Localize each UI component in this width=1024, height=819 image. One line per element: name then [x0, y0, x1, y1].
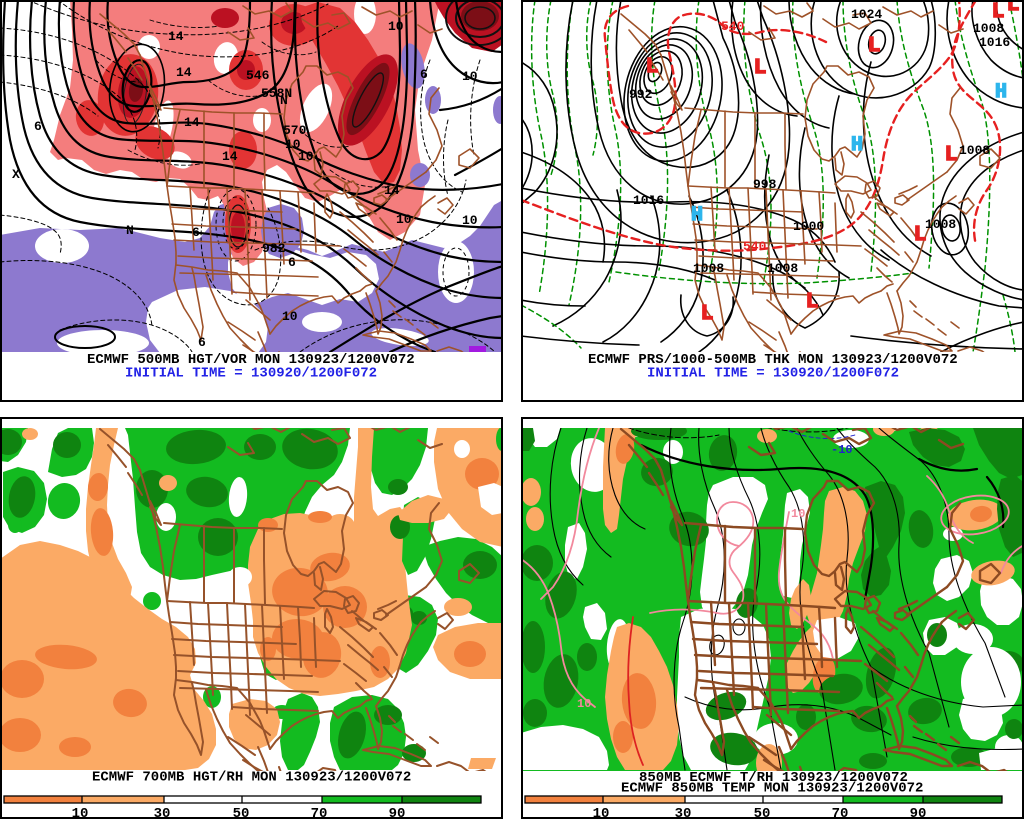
svg-text:14: 14	[384, 183, 400, 198]
svg-text:14: 14	[222, 149, 238, 164]
svg-text:50: 50	[233, 806, 250, 819]
svg-text:L: L	[701, 303, 714, 326]
svg-text:1008: 1008	[925, 217, 956, 232]
svg-text:ECMWF 700MB HGT/RH MON 130923/: ECMWF 700MB HGT/RH MON 130923/1200V072	[92, 770, 411, 786]
svg-text:10: 10	[282, 309, 298, 324]
svg-text:L: L	[868, 35, 881, 58]
svg-text:ECMWF 850MB TEMP MON 130923/12: ECMWF 850MB TEMP MON 130923/1200V072	[621, 781, 923, 797]
svg-text:540: 540	[721, 19, 745, 34]
svg-text:1016: 1016	[633, 193, 664, 208]
svg-text:70: 70	[311, 806, 328, 819]
svg-text:-10: -10	[831, 443, 853, 457]
svg-text:50: 50	[754, 806, 771, 819]
svg-text:10: 10	[462, 69, 478, 84]
svg-text:70: 70	[832, 806, 849, 819]
svg-text:H: H	[995, 81, 1007, 104]
svg-text:992: 992	[629, 87, 653, 102]
svg-text:10: 10	[285, 137, 301, 152]
svg-text:30: 30	[154, 806, 171, 819]
svg-text:1024: 1024	[851, 7, 882, 22]
svg-text:N: N	[280, 93, 288, 108]
svg-text:6: 6	[288, 255, 296, 270]
svg-text:10: 10	[72, 806, 89, 819]
svg-text:14: 14	[176, 65, 192, 80]
svg-text:6: 6	[420, 67, 428, 82]
svg-text:10: 10	[396, 212, 412, 227]
svg-text:L: L	[914, 224, 927, 247]
svg-text:INITIAL TIME = 130920/1200F072: INITIAL TIME = 130920/1200F072	[647, 366, 899, 382]
svg-text:90: 90	[910, 806, 927, 819]
svg-text:L: L	[754, 57, 767, 80]
svg-text:L: L	[1007, 0, 1020, 17]
svg-text:998: 998	[753, 177, 777, 192]
svg-text:30: 30	[675, 806, 692, 819]
svg-text:ECMWF PRS/1000-500MB THK MON 1: ECMWF PRS/1000-500MB THK MON 130923/1200…	[588, 352, 958, 368]
svg-text:10: 10	[388, 19, 404, 34]
svg-text:1008: 1008	[767, 261, 798, 276]
svg-text:L: L	[646, 56, 659, 79]
svg-text:H: H	[691, 204, 703, 227]
svg-text:1008: 1008	[959, 143, 990, 158]
svg-text:H: H	[851, 134, 863, 157]
svg-text:L: L	[992, 1, 1005, 24]
svg-text:1008: 1008	[693, 261, 724, 276]
svg-text:6: 6	[192, 225, 200, 240]
svg-text:14: 14	[184, 115, 200, 130]
svg-text:10: 10	[593, 806, 610, 819]
svg-text:N: N	[126, 223, 134, 238]
svg-text:6: 6	[34, 119, 42, 134]
svg-text:1000: 1000	[793, 219, 824, 234]
svg-text:X: X	[12, 167, 20, 182]
svg-text:14: 14	[168, 29, 184, 44]
svg-text:6: 6	[198, 335, 206, 350]
svg-text:L: L	[806, 291, 819, 314]
svg-text:558N: 558N	[261, 86, 292, 101]
svg-text:1016: 1016	[979, 35, 1010, 50]
svg-text:90: 90	[389, 806, 406, 819]
svg-text:1008: 1008	[973, 21, 1004, 36]
svg-text:L: L	[945, 144, 958, 167]
svg-text:ECMWF 500MB HGT/VOR MON 130923: ECMWF 500MB HGT/VOR MON 130923/1200V072	[87, 352, 415, 368]
svg-text:982: 982	[262, 241, 286, 256]
svg-text:850MB ECMWF T/RH 130923/1200V0: 850MB ECMWF T/RH 130923/1200V072	[639, 770, 908, 786]
svg-text:10: 10	[462, 213, 478, 228]
svg-text:10: 10	[577, 697, 591, 711]
svg-text:546: 546	[246, 68, 270, 83]
svg-text:540: 540	[743, 239, 767, 254]
svg-text:INITIAL TIME = 130920/1200F072: INITIAL TIME = 130920/1200F072	[125, 366, 377, 382]
svg-text:10: 10	[791, 507, 805, 521]
svg-text:570: 570	[283, 123, 307, 138]
svg-text:10: 10	[298, 149, 314, 164]
